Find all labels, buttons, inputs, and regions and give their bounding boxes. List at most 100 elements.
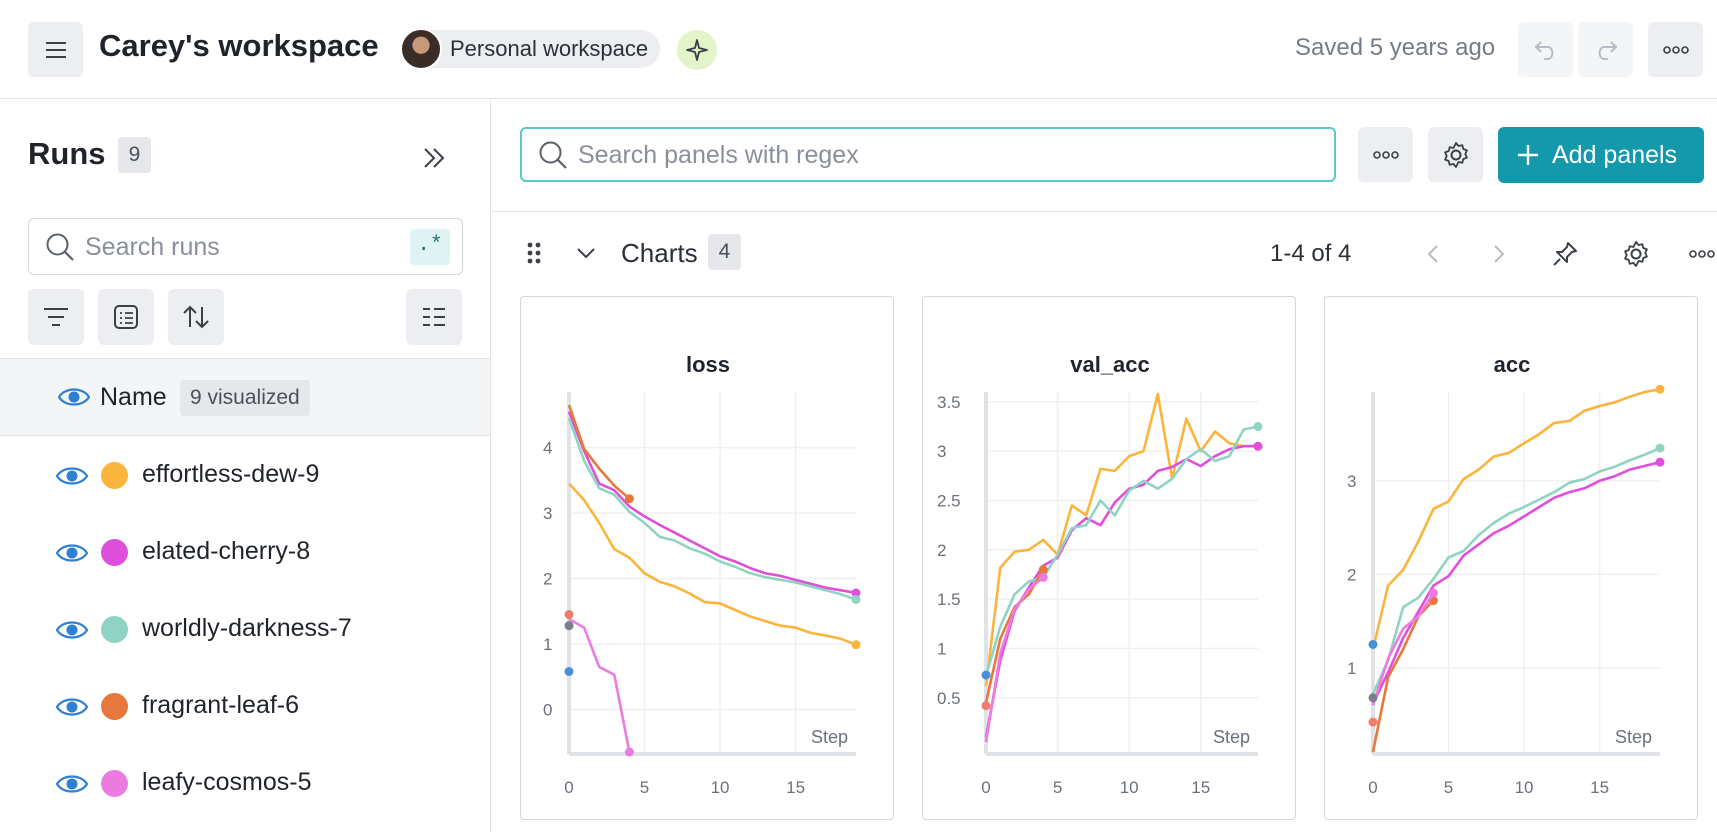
panel-search-input[interactable]: [578, 139, 1278, 171]
series-end-point: [1655, 443, 1665, 453]
run-color-dot[interactable]: [101, 539, 128, 566]
x-axis-label: Step: [1615, 727, 1652, 747]
x-tick-label: 10: [1120, 778, 1139, 797]
x-tick-label: 15: [1191, 778, 1210, 797]
add-panels-button[interactable]: Add panels: [1498, 127, 1704, 183]
section-settings-button[interactable]: [1616, 234, 1656, 274]
sort-icon: [183, 305, 209, 329]
run-color-dot[interactable]: [101, 462, 128, 489]
gear-icon: [1624, 241, 1648, 267]
top-bar: Carey's workspace Personal workspace Sav…: [0, 0, 1717, 99]
x-tick-label: 10: [711, 778, 730, 797]
chart-panel-loss[interactable]: loss 0 1 2 3 4 0 5 10 15 Step: [520, 296, 894, 820]
drag-handle-icon: [527, 242, 541, 264]
y-tick-label: 1.5: [937, 590, 961, 609]
series-end-point: [564, 666, 574, 676]
series-end-point: [851, 640, 861, 650]
columns-button[interactable]: [406, 289, 462, 345]
section-more-button[interactable]: [1682, 234, 1717, 274]
run-name[interactable]: elated-cherry-8: [142, 537, 311, 565]
drag-handle[interactable]: [514, 233, 554, 273]
run-row[interactable]: worldly-darkness-7: [0, 590, 490, 667]
avatar[interactable]: [400, 28, 442, 70]
sort-button[interactable]: [168, 289, 224, 345]
eye-icon[interactable]: [56, 542, 88, 564]
more-horizontal-icon: [1372, 150, 1399, 159]
chevron-left-icon: [1427, 245, 1438, 263]
y-tick-label: 3: [1347, 472, 1356, 491]
visualized-badge: 9 visualized: [180, 380, 310, 416]
add-panels-label: Add panels: [1552, 140, 1678, 169]
run-color-dot[interactable]: [101, 770, 128, 797]
chart-title: val_acc: [1070, 352, 1150, 377]
series-end-point: [1253, 441, 1263, 451]
series-end-point: [851, 588, 861, 598]
section-count-badge: 4: [708, 234, 741, 270]
filter-button[interactable]: [28, 289, 84, 345]
chart-title: acc: [1494, 352, 1531, 377]
chart-panel-val-acc[interactable]: val_acc 0.5 1 1.5 2 2.5 3 3.5 0 5 10 15 Step: [922, 296, 1296, 820]
y-tick-label: 2: [1347, 565, 1356, 584]
chart-panel-acc[interactable]: acc 1 2 3 0 5 10 15 Step: [1324, 296, 1698, 820]
runs-title: Runs: [28, 136, 106, 171]
run-row[interactable]: leafy-cosmos-5: [0, 744, 490, 821]
collapse-section-button[interactable]: [566, 233, 606, 273]
run-row[interactable]: effortless-dew-9: [0, 436, 490, 513]
run-color-dot[interactable]: [101, 616, 128, 643]
panel-more-button[interactable]: [1358, 127, 1413, 182]
sparkle-icon: [686, 39, 708, 61]
redo-button[interactable]: [1578, 22, 1633, 77]
series-end-point: [981, 701, 991, 711]
series-end-point: [1038, 565, 1048, 575]
group-icon: [114, 305, 138, 329]
chart-acc: acc 1 2 3 0 5 10 15 Step: [1347, 352, 1665, 797]
eye-icon[interactable]: [56, 619, 88, 641]
series-end-point: [624, 747, 634, 757]
name-column-header[interactable]: Name: [100, 383, 167, 411]
y-tick-label: 0: [543, 700, 552, 719]
run-name[interactable]: fragrant-leaf-6: [142, 691, 300, 719]
run-color-dot[interactable]: [101, 693, 128, 720]
series-end-point: [1655, 457, 1665, 467]
run-name[interactable]: worldly-darkness-7: [142, 614, 352, 642]
series-end-point: [1428, 588, 1438, 598]
eye-icon[interactable]: [56, 696, 88, 718]
section-title: Charts: [621, 238, 698, 268]
group-button[interactable]: [98, 289, 154, 345]
panel-search-field[interactable]: [520, 127, 1336, 182]
hamburger-menu-button[interactable]: [28, 22, 83, 77]
sparkle-button[interactable]: [677, 30, 717, 70]
eye-icon[interactable]: [56, 465, 88, 487]
series-end-point: [1368, 693, 1378, 703]
panel-settings-button[interactable]: [1428, 127, 1483, 182]
workspace-chip[interactable]: Personal workspace: [400, 30, 661, 68]
filter-icon: [44, 308, 68, 326]
run-row[interactable]: fragrant-leaf-6: [0, 667, 490, 744]
series-end-point: [1368, 717, 1378, 727]
search-runs-field[interactable]: .*: [28, 218, 463, 275]
pin-section-button[interactable]: [1545, 234, 1585, 274]
x-tick-label: 15: [786, 778, 805, 797]
series-line: [568, 482, 857, 646]
x-tick-label: 5: [1444, 778, 1453, 797]
eye-icon[interactable]: [58, 386, 90, 408]
regex-toggle[interactable]: .*: [410, 229, 450, 265]
series-end-point: [981, 670, 991, 680]
x-tick-label: 5: [1053, 778, 1062, 797]
undo-button[interactable]: [1518, 22, 1573, 77]
eye-icon[interactable]: [56, 773, 88, 795]
chevron-down-icon: [577, 248, 595, 259]
run-row[interactable]: elated-cherry-8: [0, 513, 490, 590]
next-page-button[interactable]: [1479, 234, 1519, 274]
expand-sidebar-button[interactable]: [414, 138, 454, 178]
paging-label: 1-4 of 4: [1270, 240, 1352, 267]
prev-page-button[interactable]: [1413, 234, 1453, 274]
search-icon: [539, 141, 567, 169]
series-line: [567, 417, 857, 601]
search-runs-input[interactable]: [85, 231, 385, 263]
series-line: [568, 617, 631, 753]
more-options-button[interactable]: [1648, 22, 1703, 77]
run-name[interactable]: leafy-cosmos-5: [142, 768, 312, 796]
series-line: [1371, 446, 1661, 695]
run-name[interactable]: effortless-dew-9: [142, 460, 320, 488]
